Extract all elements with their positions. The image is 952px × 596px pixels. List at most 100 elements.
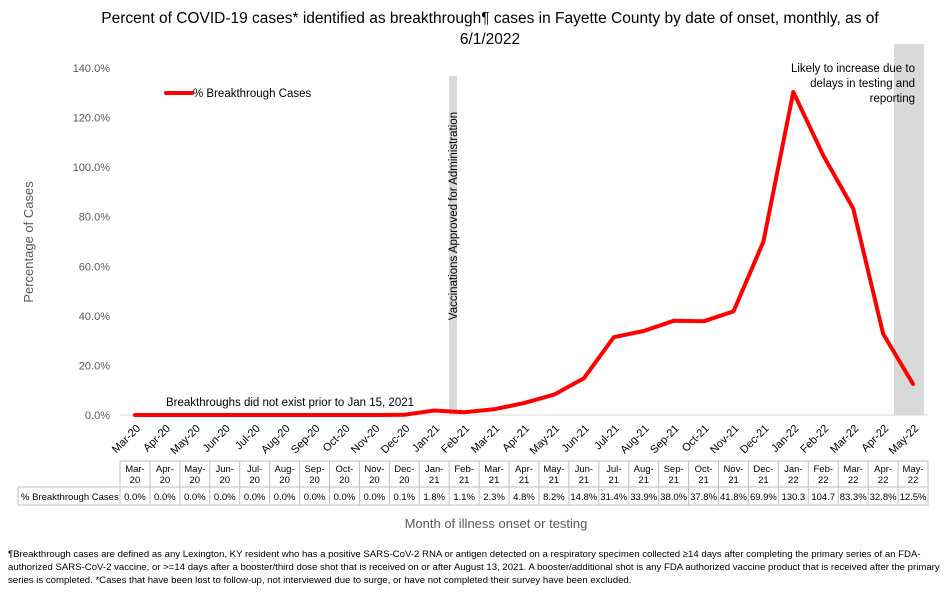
- table-header-month: Jul-: [606, 464, 621, 475]
- table-header-month: Aug-: [275, 464, 295, 475]
- table-header-month: Sep-: [664, 464, 684, 475]
- x-tick-label: Mar-21: [469, 423, 502, 456]
- table-cell-value: 4.8%: [513, 492, 535, 503]
- x-tick-label: Apr-21: [500, 423, 532, 455]
- data-point: [373, 414, 375, 416]
- table-cell-value: 104.7: [811, 492, 835, 503]
- table-cell-value: 0.0%: [214, 492, 236, 503]
- table-header-month: Sep-: [304, 464, 324, 475]
- data-point: [732, 310, 734, 312]
- table-header-year: 21: [519, 475, 530, 486]
- table-header-month: May-: [543, 464, 564, 475]
- data-point: [852, 208, 854, 210]
- table-header-year: 21: [608, 475, 619, 486]
- table-cell-value: 31.4%: [600, 492, 627, 503]
- table-header-month: Mar-: [484, 464, 504, 475]
- table-header-month: Nov-: [723, 464, 743, 475]
- data-point: [703, 320, 705, 322]
- table-header-year: 21: [668, 475, 679, 486]
- x-tick-label: May-21: [528, 423, 562, 457]
- y-tick-label: 60.0%: [79, 261, 110, 273]
- data-table: [119, 460, 929, 506]
- y-tick-label: 40.0%: [79, 311, 110, 323]
- table-header-month: Jan-: [425, 464, 443, 475]
- table-header-year: 21: [429, 475, 440, 486]
- table-cell-value: 2.3%: [483, 492, 505, 503]
- x-tick-label: Feb-21: [439, 423, 472, 456]
- x-tick-label: Nov-21: [708, 423, 742, 457]
- table-header-month: Feb-: [813, 464, 833, 475]
- table-cell-value: 0.0%: [304, 492, 326, 503]
- table-header-month: Jul-: [247, 464, 262, 475]
- table-cell-value: 0.0%: [334, 492, 356, 503]
- table-header-month: Jun-: [575, 464, 593, 475]
- y-tick-label: 0.0%: [85, 410, 110, 422]
- table-header-year: 21: [549, 475, 560, 486]
- data-point: [553, 394, 555, 396]
- x-tick-label: Oct-20: [321, 423, 353, 455]
- table-cell-value: 1.1%: [453, 492, 475, 503]
- table-cell-value: 0.0%: [124, 492, 146, 503]
- table-cell-value: 32.8%: [870, 492, 897, 503]
- x-tick-label: Jun-20: [201, 423, 233, 455]
- table-header-year: 21: [728, 475, 739, 486]
- table-header-month: Jan-: [784, 464, 802, 475]
- table-header-month: Apr-: [515, 464, 533, 475]
- x-tick-label: Dec-21: [738, 423, 772, 457]
- recent-data-band: [894, 44, 924, 415]
- table-header-month: Mar-: [843, 464, 863, 475]
- delay-annotation-line: reporting: [870, 93, 915, 105]
- data-point: [224, 414, 226, 416]
- table-cell-value: 0.0%: [184, 492, 206, 503]
- table-header-month: Feb-: [454, 464, 474, 475]
- y-tick-label: 120.0%: [73, 113, 111, 125]
- x-tick-label: May-22: [887, 423, 921, 457]
- x-tick-label: Oct-21: [680, 423, 712, 455]
- x-tick-label: May-20: [169, 423, 203, 457]
- table-header-month: Aug-: [634, 464, 654, 475]
- series-line-breakthrough: [133, 90, 915, 417]
- table-cell-value: 8.2%: [543, 492, 565, 503]
- data-point: [762, 241, 764, 243]
- table-header-year: 20: [399, 475, 410, 486]
- data-point: [673, 320, 675, 322]
- legend-label: % Breakthrough Cases: [193, 88, 312, 100]
- table-header-month: Nov-: [364, 464, 384, 475]
- data-point: [583, 377, 585, 379]
- chart-title: Percent of COVID-19 cases* identified as…: [101, 10, 879, 48]
- table-header-month: Dec-: [753, 464, 773, 475]
- pre-breakthrough-annotation: Breakthroughs did not exist prior to Jan…: [166, 397, 414, 409]
- table-cell-value: 12.5%: [900, 492, 927, 503]
- x-axis-title: Month of illness onset or testing: [405, 516, 588, 531]
- x-tick-label: Jan-22: [769, 423, 801, 455]
- table-header-year: 20: [279, 475, 290, 486]
- table-header-year: 20: [249, 475, 260, 486]
- table-header-year: 22: [878, 475, 889, 486]
- table-header-year: 21: [638, 475, 649, 486]
- table-cell-value: 0.0%: [244, 492, 266, 503]
- x-tick-label: Jun-21: [560, 423, 592, 455]
- table-header-year: 20: [339, 475, 350, 486]
- table-header-month: Oct-: [335, 464, 353, 475]
- data-point: [194, 414, 196, 416]
- table-cell-value: 0.0%: [364, 492, 386, 503]
- table-header-year: 22: [908, 475, 919, 486]
- y-tick-label: 100.0%: [73, 162, 111, 174]
- table-cell-value: 33.9%: [630, 492, 657, 503]
- data-point: [164, 414, 166, 416]
- x-tick-label: Aug-20: [259, 423, 293, 457]
- table-header-month: Apr-: [874, 464, 892, 475]
- table-header-year: 21: [489, 475, 500, 486]
- x-tick-label: Sep-20: [289, 423, 323, 457]
- table-cell-value: 0.1%: [393, 492, 415, 503]
- table-header-year: 21: [459, 475, 470, 486]
- x-tick-label: Mar-20: [110, 423, 143, 456]
- data-point: [493, 408, 495, 410]
- table-cell-value: 14.8%: [570, 492, 597, 503]
- table-header-year: 21: [698, 475, 709, 486]
- x-tick-label: Mar-22: [828, 423, 861, 456]
- x-tick-label: Aug-21: [618, 423, 652, 457]
- y-tick-label: 140.0%: [73, 63, 111, 75]
- table-header-month: Oct-: [695, 464, 713, 475]
- table-header-year: 20: [190, 475, 201, 486]
